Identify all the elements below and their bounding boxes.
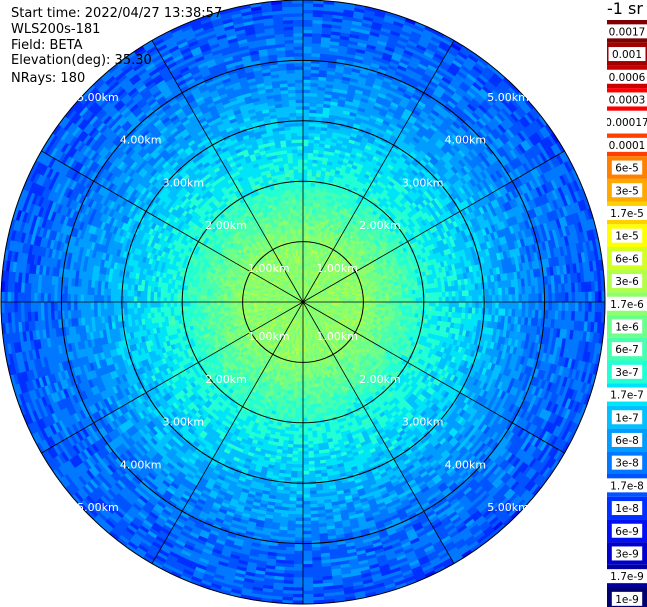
range-gate xyxy=(385,295,390,300)
range-gate xyxy=(222,298,227,303)
range-gate xyxy=(302,381,307,386)
range-gate xyxy=(385,298,390,303)
range-gate xyxy=(296,218,301,223)
range-gate xyxy=(379,301,384,306)
range-gate xyxy=(302,218,307,223)
range-gate xyxy=(299,212,304,216)
range-gate xyxy=(299,378,304,383)
range-gate xyxy=(392,304,397,309)
range-gate xyxy=(297,228,301,233)
range-gate xyxy=(299,388,304,392)
range-gate xyxy=(302,208,307,213)
range-gate xyxy=(222,301,227,306)
range-gate xyxy=(296,215,301,220)
range-gate xyxy=(297,225,301,230)
range-gate xyxy=(389,298,393,303)
range-gate xyxy=(305,391,310,396)
range-gate xyxy=(216,304,221,309)
range-gate xyxy=(392,298,397,303)
range-gate xyxy=(389,301,393,306)
range-gate xyxy=(213,301,217,306)
range-gate xyxy=(209,298,214,303)
range-gate xyxy=(213,298,217,303)
range-gate xyxy=(296,212,301,217)
range-gate xyxy=(302,221,307,226)
range-gate xyxy=(392,295,397,300)
range-gate xyxy=(305,208,310,213)
range-gate xyxy=(385,301,390,306)
range-gate xyxy=(388,292,393,297)
range-gate xyxy=(299,391,304,396)
range-gate xyxy=(299,384,304,389)
ppi-plot: 1.00km2.00km3.00km4.00km5.00km1.00km2.00… xyxy=(0,0,606,605)
range-gate xyxy=(382,295,387,300)
range-gate xyxy=(302,384,307,389)
range-gate xyxy=(375,296,380,300)
range-gate xyxy=(305,381,310,386)
range-gate xyxy=(382,301,387,306)
range-gate xyxy=(305,387,310,392)
range-gate xyxy=(293,212,298,217)
range-gate xyxy=(219,298,224,303)
range-gate xyxy=(299,221,304,226)
range-gate xyxy=(382,298,387,303)
range-gate xyxy=(213,307,218,312)
range-gate xyxy=(296,391,301,396)
range-gate xyxy=(209,304,214,309)
range-gate xyxy=(216,298,221,303)
range-gate xyxy=(219,304,224,309)
range-gate xyxy=(379,298,384,303)
range-gate xyxy=(378,296,383,300)
range-gate xyxy=(226,304,231,308)
range-gate xyxy=(388,295,393,300)
range-gate xyxy=(305,377,309,382)
range-gate xyxy=(305,371,309,376)
beta-field xyxy=(0,0,606,605)
range-gate xyxy=(302,388,307,392)
range-gate xyxy=(305,384,310,389)
range-gate xyxy=(219,301,224,306)
range-gate xyxy=(302,378,307,383)
range-gate xyxy=(213,304,218,309)
range-gate xyxy=(302,212,307,216)
range-gate xyxy=(229,304,234,308)
range-gate xyxy=(302,391,307,396)
range-gate xyxy=(308,387,313,392)
range-gate xyxy=(392,301,397,306)
range-gate xyxy=(299,381,304,386)
range-gate xyxy=(216,301,221,306)
range-gate xyxy=(372,296,377,300)
range-gate xyxy=(223,304,228,308)
range-gate xyxy=(305,374,309,379)
range-gate xyxy=(209,301,214,306)
range-gate xyxy=(299,218,304,223)
range-gate xyxy=(302,215,307,220)
range-gate xyxy=(297,222,301,227)
range-gate xyxy=(209,295,214,300)
range-gate xyxy=(299,215,304,220)
